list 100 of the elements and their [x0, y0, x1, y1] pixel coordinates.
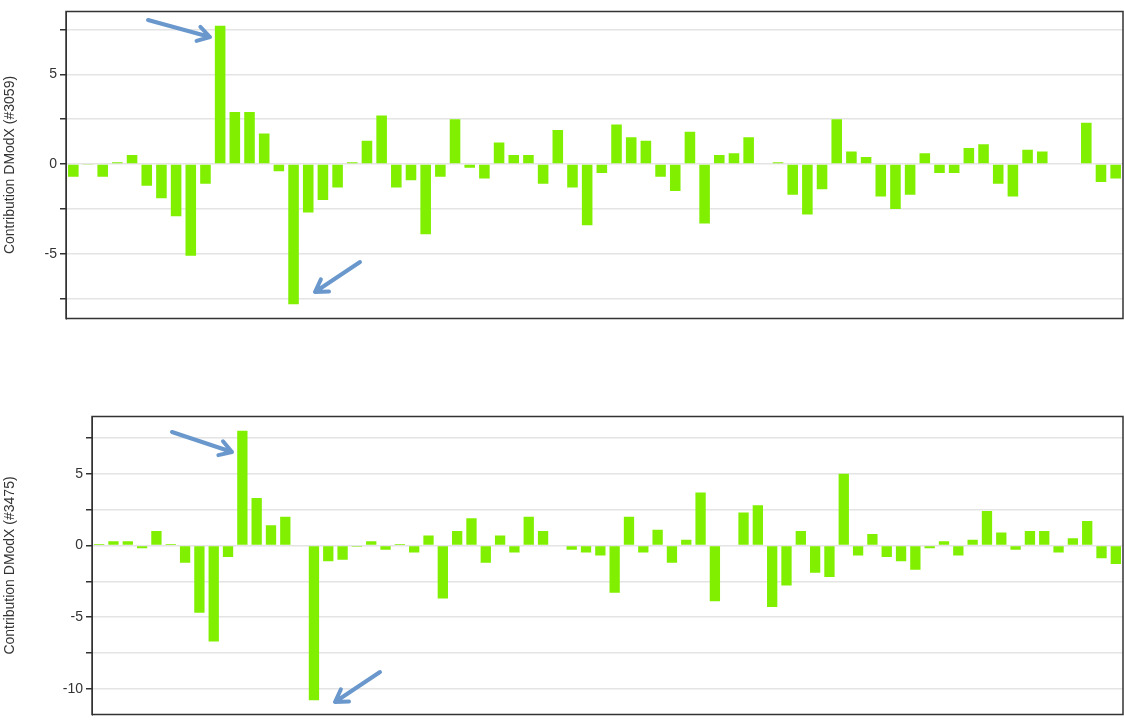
- bar: [669, 164, 681, 192]
- bar: [967, 539, 978, 545]
- bar: [996, 532, 1007, 545]
- bar: [523, 516, 534, 545]
- bar: [875, 164, 887, 197]
- bar: [122, 541, 133, 545]
- bar: [222, 546, 234, 557]
- bar: [709, 546, 721, 602]
- bar: [308, 546, 320, 701]
- bar: [280, 516, 291, 545]
- bar: [237, 430, 248, 545]
- bar: [1110, 546, 1121, 565]
- bar: [179, 546, 191, 563]
- bar: [366, 541, 377, 545]
- bar: [380, 546, 391, 550]
- bar: [466, 518, 477, 545]
- bar: [738, 512, 749, 545]
- bar: [200, 164, 211, 184]
- bar: [1081, 122, 1092, 164]
- bar: [963, 147, 975, 164]
- bar: [523, 155, 534, 164]
- bar: [831, 119, 843, 164]
- bar: [1036, 151, 1048, 164]
- bar: [509, 546, 520, 553]
- bar: [910, 546, 921, 570]
- bar: [795, 531, 806, 545]
- bar: [992, 164, 1004, 184]
- bar: [787, 164, 798, 195]
- bar: [537, 531, 549, 545]
- bar: [1010, 546, 1021, 550]
- bar: [494, 535, 506, 545]
- bar: [581, 164, 593, 226]
- bar: [435, 164, 446, 177]
- y-axis-title: Contribution DModX (#3475): [1, 476, 18, 655]
- bar: [580, 546, 592, 553]
- y-tick-label: 0: [75, 536, 84, 553]
- bar: [1082, 521, 1093, 545]
- bar: [170, 164, 182, 217]
- bar: [652, 529, 663, 545]
- y-tick-label: 5: [75, 464, 84, 481]
- bar: [332, 164, 343, 188]
- bar: [752, 505, 764, 545]
- bar: [464, 164, 475, 168]
- bar: [809, 546, 821, 573]
- bar: [895, 546, 907, 562]
- bar: [681, 539, 692, 545]
- bar: [852, 546, 864, 556]
- bar: [924, 546, 935, 549]
- bar: [625, 137, 637, 164]
- bar: [552, 129, 564, 164]
- bar: [596, 164, 608, 174]
- bar: [566, 546, 577, 550]
- bar: [684, 131, 696, 164]
- bar: [981, 511, 993, 545]
- bar: [151, 531, 162, 545]
- bar: [699, 164, 710, 224]
- bar: [655, 164, 666, 177]
- bar: [904, 164, 916, 195]
- bar: [451, 531, 463, 545]
- bar: [156, 164, 167, 199]
- bar: [978, 144, 989, 164]
- bar: [743, 137, 754, 164]
- bar: [567, 164, 578, 188]
- bar: [1053, 546, 1064, 553]
- bar: [136, 546, 148, 549]
- bar: [258, 133, 270, 164]
- bar: [449, 119, 461, 164]
- y-tick-label: -5: [70, 607, 84, 624]
- bar: [938, 541, 950, 545]
- bar: [767, 546, 778, 608]
- bar: [126, 155, 138, 164]
- bar: [420, 164, 431, 235]
- bar: [265, 525, 277, 545]
- bar: [391, 164, 402, 188]
- bar: [208, 546, 219, 642]
- y-tick-label: -5: [44, 244, 58, 261]
- bar: [846, 151, 857, 164]
- y-axis-title: Contribution DModX (#3059): [1, 75, 18, 255]
- bar: [867, 533, 878, 545]
- bar: [405, 164, 417, 181]
- bar: [919, 153, 931, 164]
- bar: [288, 164, 299, 305]
- bar: [302, 164, 314, 213]
- bar: [816, 164, 828, 190]
- bar: [666, 546, 678, 563]
- bar: [251, 498, 262, 545]
- bar: [194, 546, 205, 613]
- bar: [890, 164, 901, 210]
- bar: [802, 164, 813, 215]
- bar: [337, 546, 348, 560]
- bar: [479, 164, 490, 179]
- bar: [480, 546, 491, 563]
- bar: [934, 164, 945, 174]
- bar: [638, 546, 649, 553]
- bar: [1007, 164, 1019, 197]
- bar: [623, 516, 635, 545]
- bar: [409, 546, 420, 553]
- bar: [244, 112, 255, 164]
- bar: [423, 535, 434, 545]
- bar: [376, 115, 387, 164]
